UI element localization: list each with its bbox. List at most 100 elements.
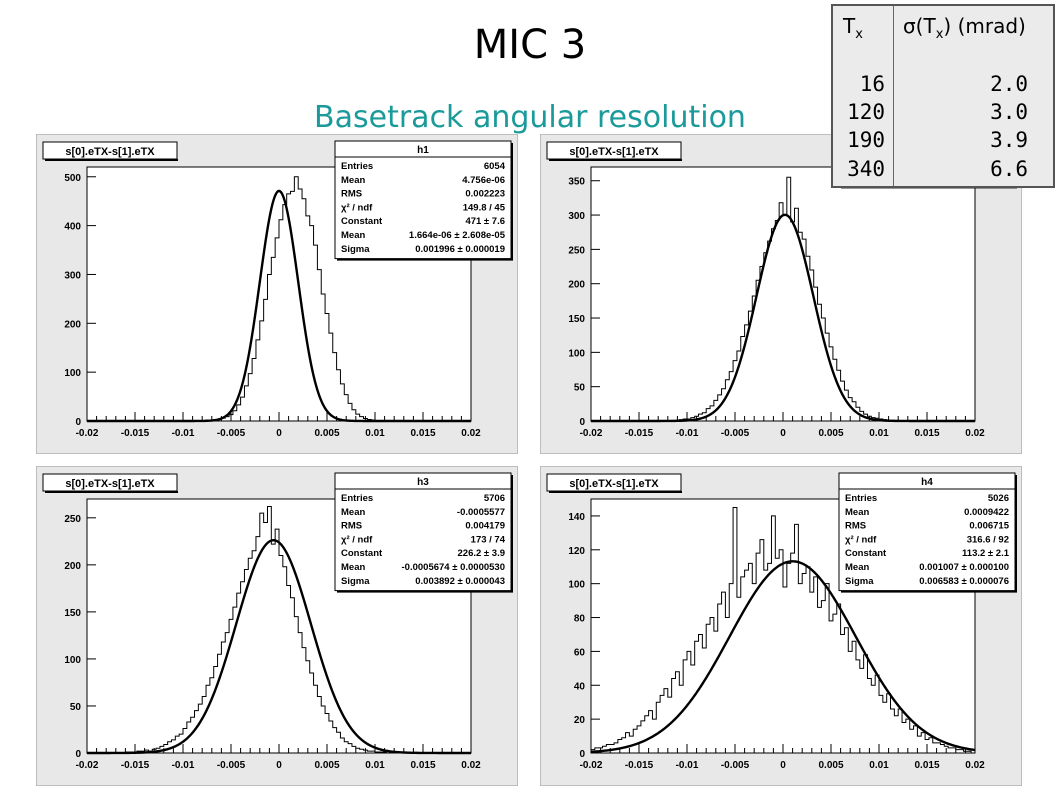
stats-value: 0.006583 ± 0.000076 [919,576,1009,587]
stats-label: RMS [845,521,866,532]
stats-box [334,140,512,260]
stats-label: Mean [845,507,869,518]
stats-value: 0.006715 [969,521,1009,532]
y-tick-label: 200 [568,280,585,291]
y-tick-label: 20 [574,715,586,726]
x-tick-label: -0.005 [217,428,246,439]
x-tick-label: 0 [780,428,786,439]
y-tick-label: 300 [64,270,81,281]
stats-label: Mean [341,507,365,518]
table-cell-tx: 120 [847,100,885,124]
stats-value: 471 ± 7.6 [465,216,505,227]
stats-value: 5706 [484,493,505,504]
x-tick-label: -0.015 [625,760,654,771]
stats-label: Mean [341,562,365,573]
x-tick-label: -0.015 [121,760,150,771]
stats-value: 149.8 / 45 [463,202,506,213]
x-tick-label: -0.01 [172,760,195,771]
x-tick-label: -0.005 [721,760,750,771]
stats-label: Sigma [341,244,370,255]
x-tick-label: -0.02 [580,428,603,439]
histogram-name: s[0].eTX-s[1].eTX [65,478,155,490]
y-tick-label: 500 [64,173,81,184]
x-tick-label: -0.02 [76,760,99,771]
stats-box [838,472,1016,592]
stats-box-title: h1 [417,145,429,156]
y-tick-label: 400 [64,222,81,233]
y-tick-label: 50 [574,383,586,394]
stats-label: Mean [341,230,365,241]
x-tick-label: 0.005 [314,428,339,439]
histogram-panel-h3: -0.02 -0.015 -0.01 -0.005 0 0.005 0.01 0.015 0.0… [36,466,518,786]
table-cell-tx: 190 [847,128,885,152]
stats-value: -0.0005674 ± 0.0000530 [402,562,505,573]
stats-value: 5026 [988,493,1009,504]
stats-label: Sigma [845,576,874,587]
y-tick-label: 60 [574,647,586,658]
gaussian-fit-curve [87,189,471,423]
table-cell-tx: 16 [859,72,885,96]
x-tick-label: 0 [276,760,282,771]
histogram-panel-h1: -0.02 -0.015 -0.01 -0.005 0 0.005 0.01 0.015 0.0… [36,134,518,454]
stats-label: Entries [341,161,373,172]
y-tick-label: 0 [75,749,81,760]
gaussian-fit-curve [590,560,976,754]
stats-label: Constant [341,216,383,227]
histogram-chart: -0.02 -0.015 -0.01 -0.005 0 0.005 0.01 0.015 0.0… [42,472,513,771]
page-subtitle: Basetrack angular resolution [314,100,746,135]
stats-label: Constant [341,548,383,559]
stats-value: 6054 [484,161,506,172]
stats-label: Sigma [341,576,370,587]
x-tick-label: -0.015 [121,428,150,439]
histogram-chart: -0.02 -0.015 -0.01 -0.005 0 0.005 0.01 0.015 0.0… [42,140,513,439]
y-tick-label: 0 [75,417,81,428]
stats-value: 1.664e-06 ± 2.608e-05 [409,230,506,241]
x-tick-label: 0.01 [365,760,385,771]
x-tick-label: -0.005 [217,760,246,771]
stats-value: 316.6 / 92 [967,534,1009,545]
table-cell-sigma: 3.0 [990,100,1028,124]
table-cell-sigma: 3.9 [990,128,1028,152]
table-cell-tx: 340 [847,157,885,181]
stats-value: 0.002223 [465,189,505,200]
stats-box-title: h4 [921,477,933,488]
stats-value: 226.2 ± 3.9 [458,548,505,559]
y-tick-label: 200 [64,561,81,572]
histogram-name: s[0].eTX-s[1].eTX [569,146,659,158]
x-tick-label: 0 [276,428,282,439]
stats-label: Constant [845,548,887,559]
gaussian-fit-curve [87,539,471,755]
stats-value: 0.003892 ± 0.000043 [415,576,505,587]
y-tick-label: 50 [70,702,82,713]
x-tick-label: 0.02 [461,428,481,439]
y-tick-label: 40 [574,681,586,692]
y-tick-label: 80 [574,614,586,625]
stats-box [334,472,512,592]
y-tick-label: 120 [568,546,585,557]
x-tick-label: 0.005 [314,760,339,771]
y-tick-label: 200 [64,319,81,330]
y-tick-label: 150 [568,314,585,325]
stats-value: 0.004179 [465,521,505,532]
stats-value: 0.001996 ± 0.000019 [415,244,505,255]
stats-label: Entries [341,493,373,504]
y-tick-label: 0 [579,417,585,428]
table-header-tx: Tx [843,14,863,42]
gaussian-fit-curve [591,213,975,423]
x-tick-label: 0.01 [365,428,385,439]
histogram-panel-h4: -0.02 -0.015 -0.01 -0.005 0 0.005 0.01 0.015 0.0… [540,466,1022,786]
x-tick-label: 0.02 [965,760,985,771]
histogram-name: s[0].eTX-s[1].eTX [569,478,659,490]
stats-value: 0.001007 ± 0.000100 [919,562,1009,573]
x-tick-label: -0.01 [676,428,699,439]
stats-value: 113.2 ± 2.1 [962,548,1010,559]
stats-value: 4.756e-06 [462,175,505,186]
x-tick-label: -0.01 [676,760,699,771]
stats-label: Entries [845,493,877,504]
x-tick-label: -0.02 [76,428,99,439]
stats-label: RMS [341,189,362,200]
x-tick-label: -0.01 [172,428,195,439]
histogram-outline [590,506,975,754]
stats-value: -0.0005577 [457,507,505,518]
y-tick-label: 140 [568,512,585,523]
